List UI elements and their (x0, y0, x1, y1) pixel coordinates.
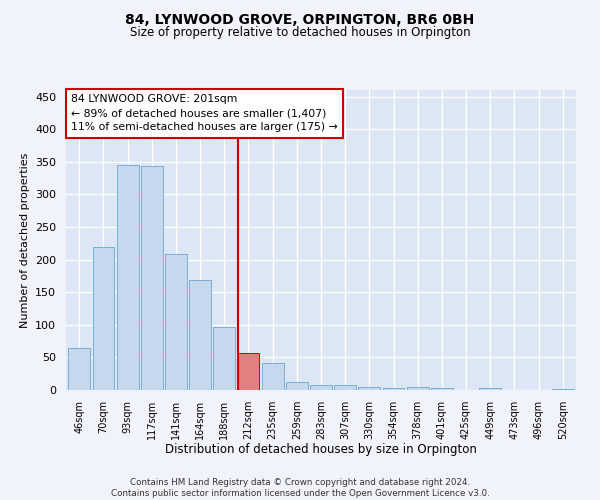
Bar (286, 382, 308, 390)
Bar (238, 353, 259, 390)
Bar (214, 326, 235, 390)
Bar (334, 386, 356, 390)
Y-axis label: Number of detached properties: Number of detached properties (20, 152, 29, 328)
Text: 84 LYNWOOD GROVE: 201sqm
← 89% of detached houses are smaller (1,407)
11% of sem: 84 LYNWOOD GROVE: 201sqm ← 89% of detach… (71, 94, 338, 132)
Text: Size of property relative to detached houses in Orpington: Size of property relative to detached ho… (130, 26, 470, 39)
Bar (189, 280, 211, 390)
Bar (383, 388, 404, 390)
Bar (165, 254, 187, 390)
Bar (479, 388, 501, 390)
Text: Distribution of detached houses by size in Orpington: Distribution of detached houses by size … (165, 442, 477, 456)
Bar (407, 386, 428, 390)
Bar (92, 246, 115, 390)
Bar (431, 388, 453, 390)
Bar (262, 362, 284, 390)
Bar (552, 388, 574, 390)
Bar (141, 166, 163, 390)
Text: 84, LYNWOOD GROVE, ORPINGTON, BR6 0BH: 84, LYNWOOD GROVE, ORPINGTON, BR6 0BH (125, 12, 475, 26)
Bar (310, 385, 332, 390)
Text: Contains HM Land Registry data © Crown copyright and database right 2024.
Contai: Contains HM Land Registry data © Crown c… (110, 478, 490, 498)
Bar (358, 386, 380, 390)
Bar (68, 348, 90, 390)
Bar (117, 165, 139, 390)
